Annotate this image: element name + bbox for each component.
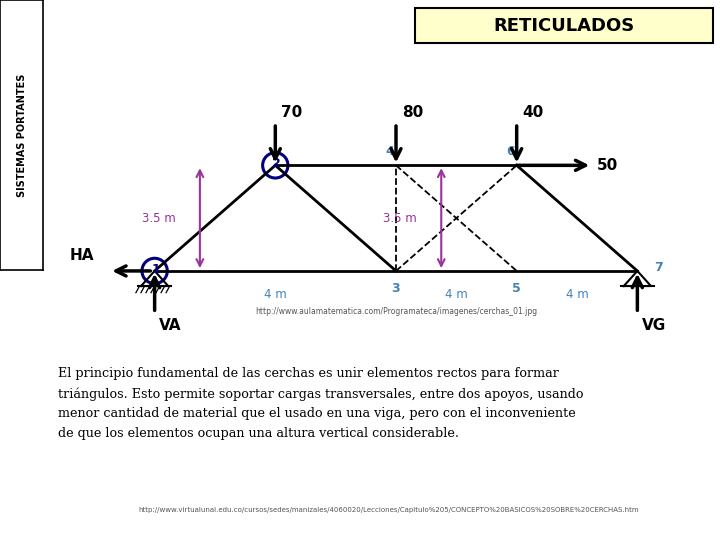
Text: 1: 1 <box>152 263 161 276</box>
Text: FUNDAMENTACIÓN ESTRUCTURAL: FUNDAMENTACIÓN ESTRUCTURAL <box>17 312 27 498</box>
Text: RETICULADOS: RETICULADOS <box>494 17 635 35</box>
Bar <box>415 8 714 43</box>
Text: 3: 3 <box>392 281 400 294</box>
Text: 4: 4 <box>386 145 395 158</box>
Text: VA: VA <box>159 318 181 333</box>
Text: http://www.virtualunal.edu.co/cursos/sedes/manizales/4060020/Lecciones/Capitulo%: http://www.virtualunal.edu.co/cursos/sed… <box>138 507 639 513</box>
Text: 4 m: 4 m <box>264 287 287 301</box>
Text: 7: 7 <box>654 261 662 274</box>
Text: 3.5 m: 3.5 m <box>383 212 417 225</box>
Text: 3.5 m: 3.5 m <box>142 212 176 225</box>
Text: http://www.aulamatematica.com/Programateca/imagenes/cerchas_01.jpg: http://www.aulamatematica.com/Programate… <box>255 307 537 316</box>
Text: VG: VG <box>642 318 666 333</box>
Text: 40: 40 <box>523 105 544 120</box>
Text: 5: 5 <box>513 281 521 294</box>
Text: El principio fundamental de las cerchas es unir elementos rectos para formar
tri: El principio fundamental de las cerchas … <box>58 367 583 440</box>
Text: 4 m: 4 m <box>445 287 468 301</box>
Text: HA: HA <box>70 248 94 264</box>
Text: SISTEMAS PORTANTES: SISTEMAS PORTANTES <box>17 73 27 197</box>
Text: 50: 50 <box>597 158 618 173</box>
Text: 4 m: 4 m <box>566 287 588 301</box>
Text: 2: 2 <box>272 157 282 170</box>
Text: 6: 6 <box>506 145 515 158</box>
Text: 80: 80 <box>402 105 423 120</box>
Text: 70: 70 <box>282 105 302 120</box>
